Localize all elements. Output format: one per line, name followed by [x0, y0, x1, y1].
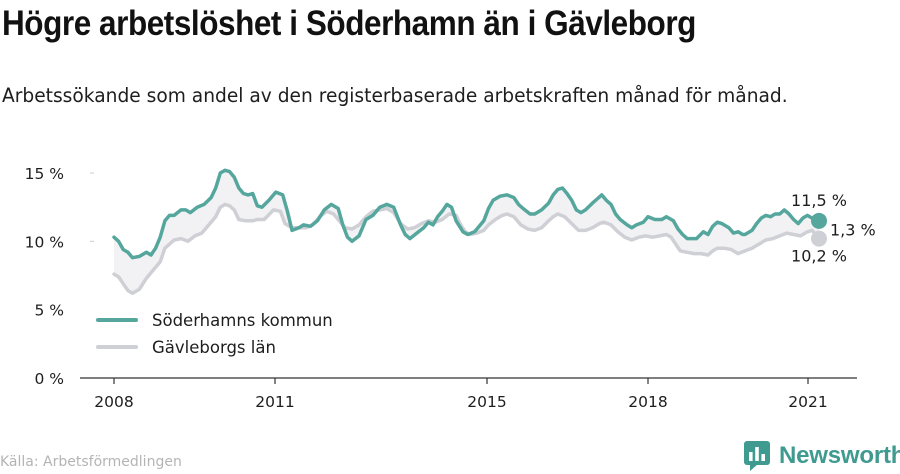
legend-label-soderhamn: Söderhamns kommun: [152, 311, 333, 330]
difference-label: 1,3 %: [830, 221, 876, 240]
x-tick-label: 2021: [788, 393, 827, 411]
brand-name: Newsworthy: [779, 442, 900, 469]
axes: 0 % 5 % 10 % 15 % 2008 2011 2015 2018 2021: [25, 165, 857, 411]
end-label-gavleborg: 10,2 %: [791, 247, 847, 266]
difference-band-layer: [114, 170, 819, 294]
end-point-soderhamn: [811, 212, 827, 229]
y-tick-label: 0 %: [34, 370, 64, 388]
y-tick-label: 15 %: [25, 165, 64, 183]
series-layer: [112, 168, 827, 296]
page-subtitle: Arbetssökande som andel av den registerb…: [2, 84, 788, 107]
y-tick-label: 10 %: [25, 233, 64, 251]
chart-legend: Söderhamns kommun Gävleborgs län: [88, 306, 354, 366]
y-tick-label: 5 %: [34, 302, 64, 320]
end-label-soderhamn: 11,5 %: [791, 191, 847, 210]
x-tick-label: 2015: [467, 393, 506, 411]
x-tick-label: 2011: [255, 393, 294, 411]
legend-background: [88, 306, 354, 366]
brand-logo: Newsworthy: [744, 441, 900, 471]
x-tick-label: 2008: [94, 393, 133, 411]
x-tick-label: 2018: [628, 393, 667, 411]
series-line-soderhamn: [112, 168, 821, 260]
page-title: Högre arbetslöshet i Söderhamn än i Gävl…: [2, 4, 696, 43]
bar-chart-logo-icon: [744, 441, 770, 471]
line-chart: 0 % 5 % 10 % 15 % 2008 2011 2015 2018 2021 11,5 …: [25, 165, 876, 411]
legend-label-gavleborg: Gävleborgs län: [152, 338, 276, 357]
difference-band: [114, 170, 819, 294]
end-point-gavleborg: [811, 230, 827, 247]
data-label-layer: 11,5 % 10,2 % 1,3 %: [791, 191, 876, 266]
series-line-gavleborg: [112, 202, 821, 296]
source-note: Källa: Arbetsförmedlingen: [0, 454, 182, 470]
